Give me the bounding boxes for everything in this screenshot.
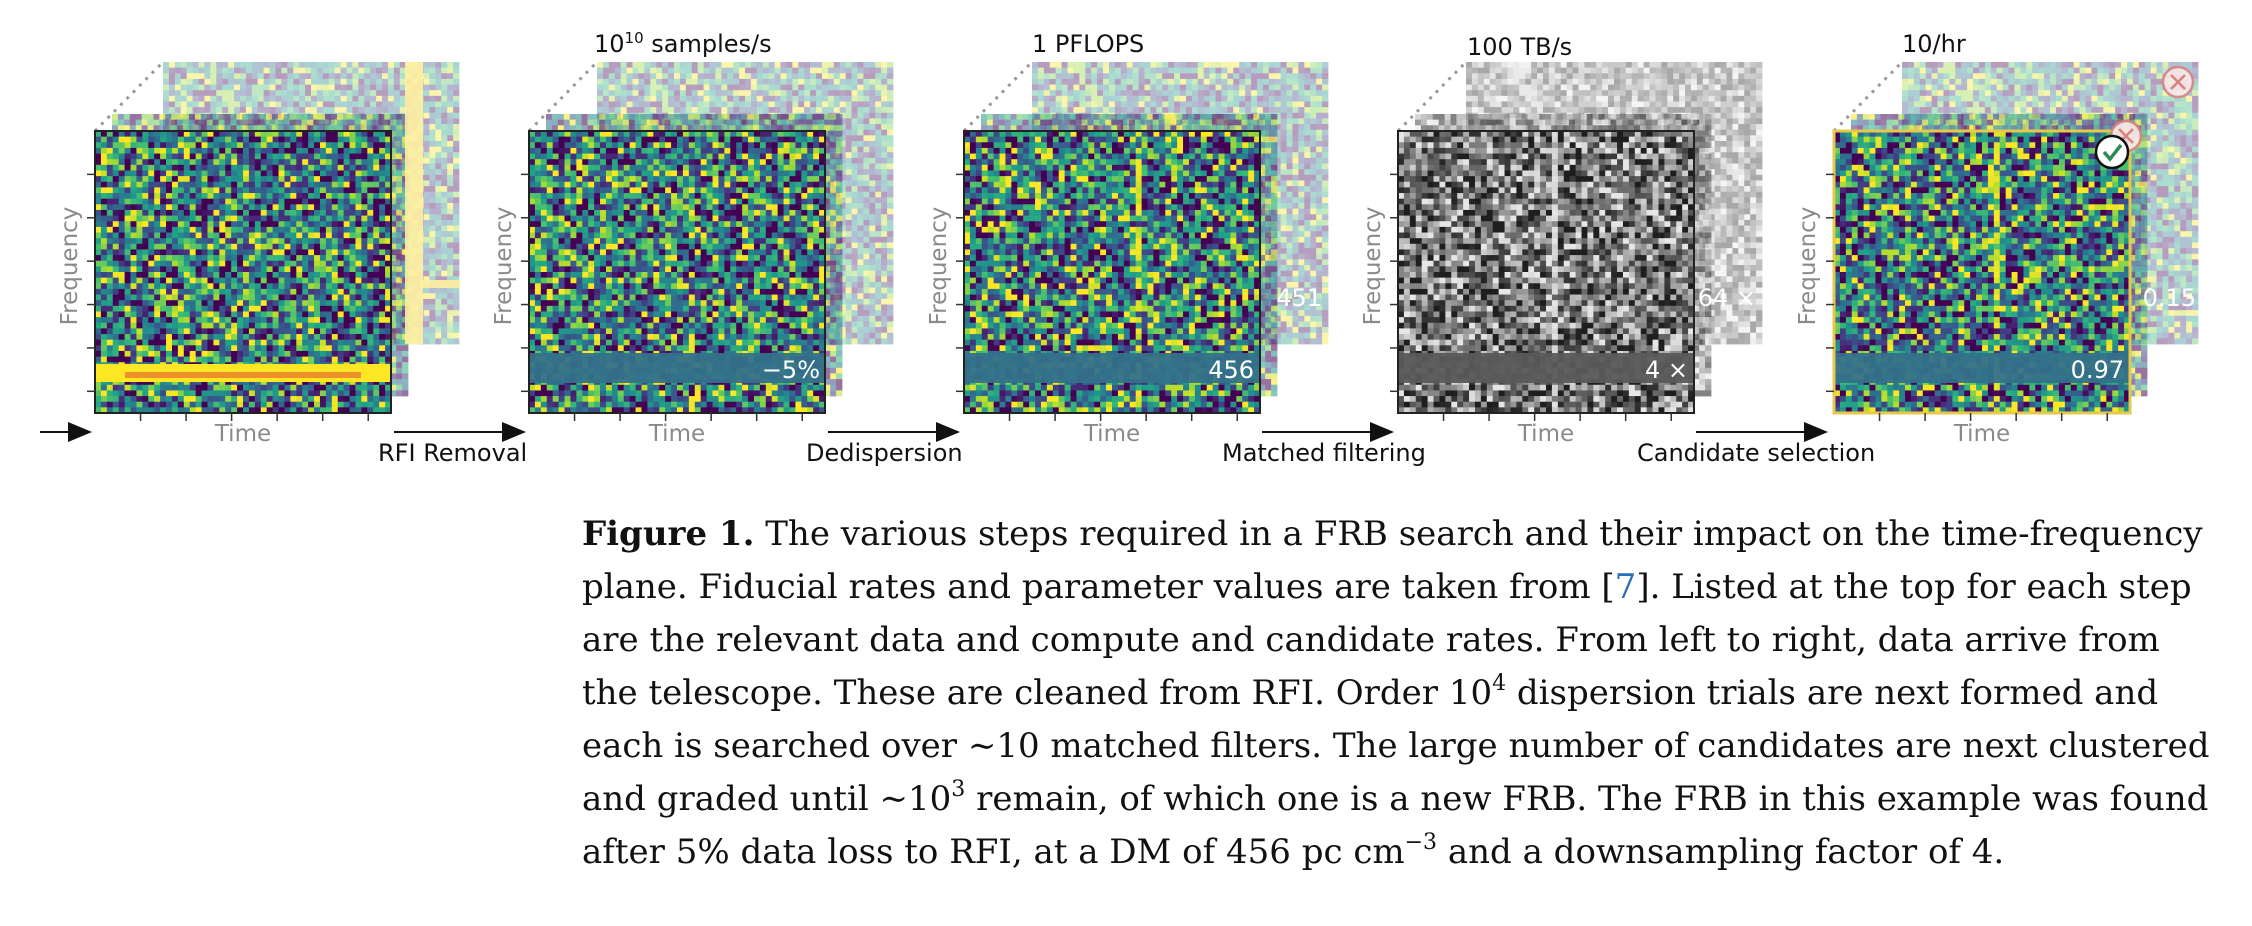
figure-label: Figure 1. [582,514,754,554]
y-axis-label-panel-4: Frequency [1360,207,1386,326]
overlay-data-loss: −5% [762,356,820,384]
overlay-dm-back: 451 [1276,284,1322,312]
pipeline-figure: 1010 samples/s 1 PFLOPS 100 TB/s 10/hr R… [40,29,2199,467]
overlay-score-front: 0.97 [2071,356,2124,384]
overlay-downsample-back: 64 × [1698,284,1756,312]
y-axis-label-panel-5: Frequency [1795,207,1821,326]
caption-superscript-1: 4 [1492,671,1506,696]
x-axis-label-panel-5: Time [1953,421,2010,447]
caption-superscript-3: −3 [1405,830,1437,855]
step-label-dedispersion: Dedispersion [806,439,963,467]
x-axis-label-panel-1: Time [214,421,271,447]
spectrogram-stack-4 [1390,60,1763,421]
step-label-rfi-removal: RFI Removal [378,439,527,467]
caption-text-2: ]. Listed at the top for each step are t… [582,567,2192,713]
caption-text-1: The various steps required in a FRB sear… [582,514,2203,607]
spectrogram-stack-5 [1826,60,2199,421]
step-label-matched-filtering: Matched filtering [1222,439,1426,467]
y-axis-label-panel-3: Frequency [926,207,952,326]
overlay-downsample-front: 4 × [1645,356,1688,384]
caption-text-3: dispersion trials are next formed and ea… [582,673,2210,819]
figure-caption: Figure 1. The various steps required in … [582,508,2212,879]
x-axis-label-panel-2: Time [648,421,705,447]
caption-text-4: remain, of which one is a new FRB. The F… [582,779,2208,872]
rate-label-step-1: 1010 samples/s [594,29,772,58]
spectrogram-stack-3 [956,60,1329,421]
rate-label-step-2: 1 PFLOPS [1032,30,1144,58]
spectrogram-stack-2 [521,60,894,421]
x-axis-label-panel-4: Time [1517,421,1574,447]
reject-icon [2161,65,2195,99]
y-axis-label-panel-1: Frequency [57,207,83,326]
overlay-dm-front: 456 [1208,356,1254,384]
spectrogram-stack-1 [87,60,460,421]
reference-link[interactable]: 7 [1615,567,1637,607]
rate-label-step-4: 10/hr [1902,30,1966,58]
overlay-score-back: 0.15 [2143,284,2196,312]
check-icon [2094,134,2130,170]
caption-superscript-2: 3 [951,777,965,802]
caption-text-5: and a downsampling factor of 4. [1437,832,2004,872]
rate-label-step-3: 100 TB/s [1467,33,1572,61]
step-label-candidate-selection: Candidate selection [1637,439,1875,467]
y-axis-label-panel-2: Frequency [491,207,517,326]
x-axis-label-panel-3: Time [1083,421,1140,447]
